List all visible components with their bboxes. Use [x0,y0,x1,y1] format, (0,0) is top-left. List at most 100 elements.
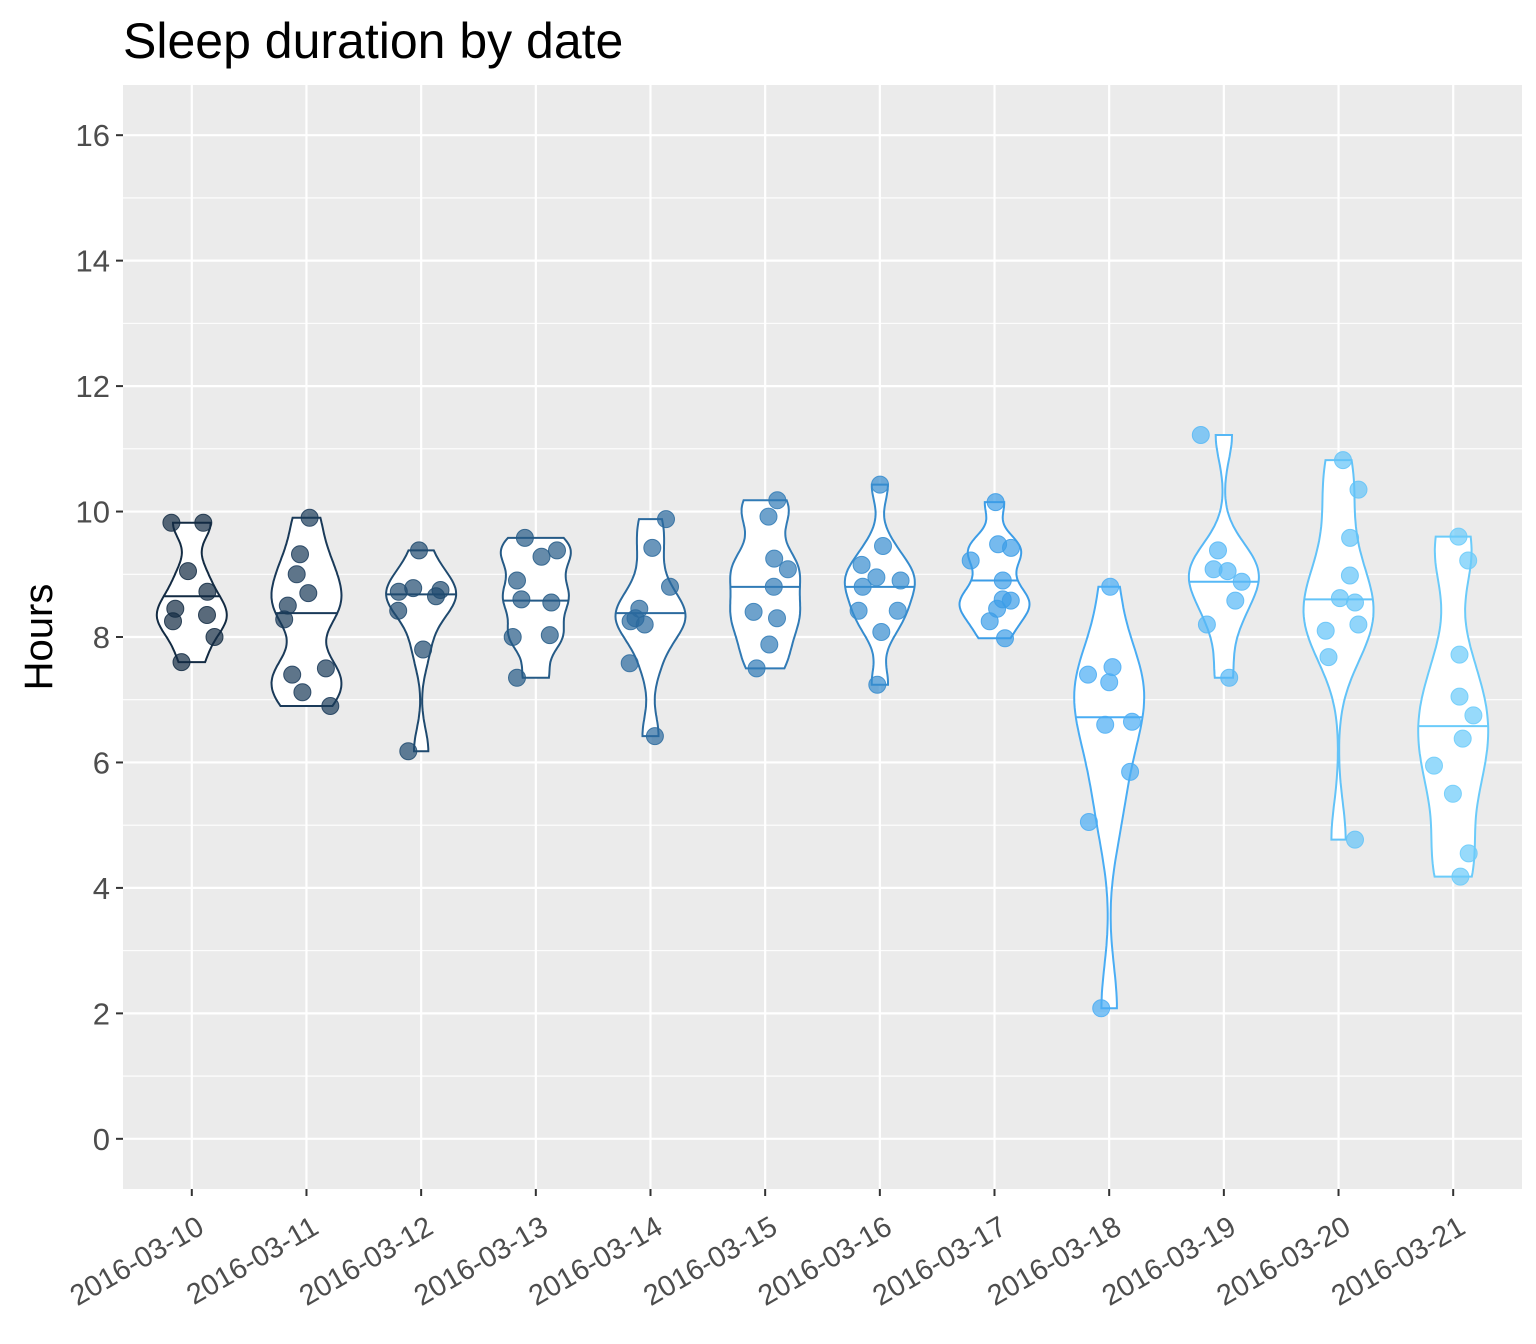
y-tick-label: 8 [93,620,110,655]
x-tick-label: 2016-03-10 [65,1211,209,1313]
data-point [765,549,784,568]
y-tick-label: 0 [93,1122,110,1157]
data-point [747,659,766,678]
data-point [427,587,445,606]
data-point [1096,715,1115,734]
data-point [291,545,309,564]
data-point [1443,784,1462,803]
data-point [548,541,566,560]
data-point [1100,673,1119,692]
data-point [414,640,433,659]
data-point [759,507,778,526]
data-point [512,590,531,609]
data-point [1451,867,1470,886]
data-point [198,606,216,624]
data-point [874,537,892,555]
data-point [287,565,306,584]
y-tick-label: 12 [76,369,110,404]
data-point [283,665,302,684]
data-point [996,629,1014,648]
data-point [868,675,887,694]
data-point [508,668,526,687]
violin-2016-03-20 [1302,459,1375,841]
y-tick-label: 6 [93,745,110,780]
data-point [871,475,889,494]
data-point [1464,706,1483,725]
data-point [389,601,408,620]
data-point [300,508,319,527]
data-point [891,571,910,590]
data-point [172,653,191,672]
data-point [162,513,181,532]
data-point [205,628,224,646]
data-point [316,659,335,678]
y-tick-label: 4 [93,871,110,906]
data-point [635,615,654,634]
x-axis: 2016-03-102016-03-112016-03-122016-03-13… [65,1189,1471,1313]
data-point [532,547,551,566]
violin-2016-03-18 [1073,585,1146,1010]
data-point [1316,621,1335,640]
chart-title: Sleep duration by date [123,13,623,69]
data-point [764,577,783,596]
data-point [1103,658,1122,677]
data-point [194,513,213,532]
violin-2016-03-21 [1417,535,1490,878]
data-point [867,568,886,587]
data-point [1349,480,1368,499]
y-axis: 0 2 4 6 8 10 12 14 16 [76,118,123,1157]
data-point [1079,813,1098,831]
data-point [1334,451,1352,470]
data-point [198,582,217,601]
data-point [410,541,428,560]
data-point [643,538,662,557]
data-point [853,577,872,596]
data-point [179,562,197,581]
data-point [1209,541,1227,560]
data-point [1079,665,1097,684]
data-point [1453,729,1472,748]
data-point [760,635,779,654]
data-point [275,610,294,629]
data-point [1197,615,1216,634]
data-point [1319,648,1338,667]
data-point [1450,687,1469,706]
data-point [620,654,639,673]
data-point [849,601,868,620]
data-point [1191,426,1210,444]
data-point [1449,527,1468,546]
data-point [1425,756,1443,775]
data-point [503,628,522,646]
data-point [1341,528,1360,547]
data-point [768,491,787,510]
data-point [980,612,999,631]
data-point [1220,668,1239,687]
violin-2016-03-11 [270,516,343,707]
data-point [1346,593,1364,612]
y-axis-label: Hours [17,584,61,691]
data-point [1349,615,1368,634]
y-tick-label: 10 [76,495,110,530]
data-point [515,528,534,547]
data-point [768,609,786,628]
data-point [1123,712,1141,731]
data-point [1232,572,1251,591]
data-point [661,577,679,596]
data-point [1340,566,1359,585]
y-tick-label: 2 [93,996,110,1031]
data-point [1121,762,1140,781]
data-point [657,510,675,529]
data-point [1092,999,1111,1018]
data-point [1226,591,1245,610]
data-point [399,742,418,761]
data-point [744,602,763,621]
data-point [164,612,182,631]
y-tick-label: 16 [76,118,110,153]
data-point [1218,562,1237,581]
data-point [1101,577,1120,596]
data-points [162,426,1483,1018]
data-point [986,493,1005,512]
data-point [852,555,871,574]
data-point [293,683,312,702]
